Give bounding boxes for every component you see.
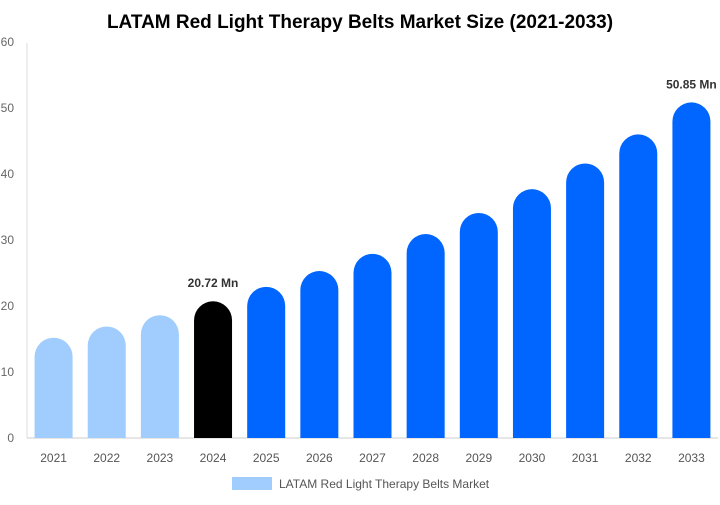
y-tick-label: 10 xyxy=(1,365,15,379)
x-tick-label: 2021 xyxy=(40,451,67,465)
x-tick-label: 2031 xyxy=(572,451,599,465)
bar-2032[interactable] xyxy=(619,134,658,438)
bar-2025[interactable] xyxy=(247,286,286,438)
x-tick-label: 2024 xyxy=(200,451,227,465)
x-tick-label: 2033 xyxy=(678,451,705,465)
bar-2033[interactable] xyxy=(672,102,711,438)
bar-2022[interactable] xyxy=(87,326,126,438)
bar-2031[interactable] xyxy=(566,163,605,438)
x-tick-label: 2030 xyxy=(519,451,546,465)
bar-2023[interactable] xyxy=(140,315,179,438)
y-tick-label: 40 xyxy=(1,167,15,181)
chart-title: LATAM Red Light Therapy Belts Market Siz… xyxy=(107,12,613,33)
bar-2024[interactable] xyxy=(194,301,233,438)
y-tick-label: 20 xyxy=(1,299,15,313)
y-tick-label: 0 xyxy=(7,431,14,445)
bar-2030[interactable] xyxy=(512,189,551,438)
x-tick-label: 2028 xyxy=(412,451,439,465)
y-tick-label: 30 xyxy=(1,233,15,247)
x-tick-label: 2026 xyxy=(306,451,333,465)
data-label-2024: 20.72 Mn xyxy=(188,276,239,290)
bar-2026[interactable] xyxy=(300,271,339,438)
data-label-2033: 50.85 Mn xyxy=(666,77,717,91)
legend-label[interactable]: LATAM Red Light Therapy Belts Market xyxy=(279,477,490,491)
bar-2021[interactable] xyxy=(34,337,73,438)
legend-swatch[interactable] xyxy=(232,477,272,490)
x-tick-label: 2027 xyxy=(359,451,386,465)
x-tick-label: 2023 xyxy=(147,451,174,465)
x-tick-label: 2029 xyxy=(465,451,492,465)
bar-2028[interactable] xyxy=(406,234,445,438)
x-tick-label: 2022 xyxy=(93,451,120,465)
x-tick-label: 2025 xyxy=(253,451,280,465)
bar-2027[interactable] xyxy=(353,253,392,438)
bar-2029[interactable] xyxy=(459,212,498,438)
y-tick-label: 50 xyxy=(1,101,15,115)
x-tick-label: 2032 xyxy=(625,451,652,465)
y-tick-label: 60 xyxy=(1,35,15,49)
